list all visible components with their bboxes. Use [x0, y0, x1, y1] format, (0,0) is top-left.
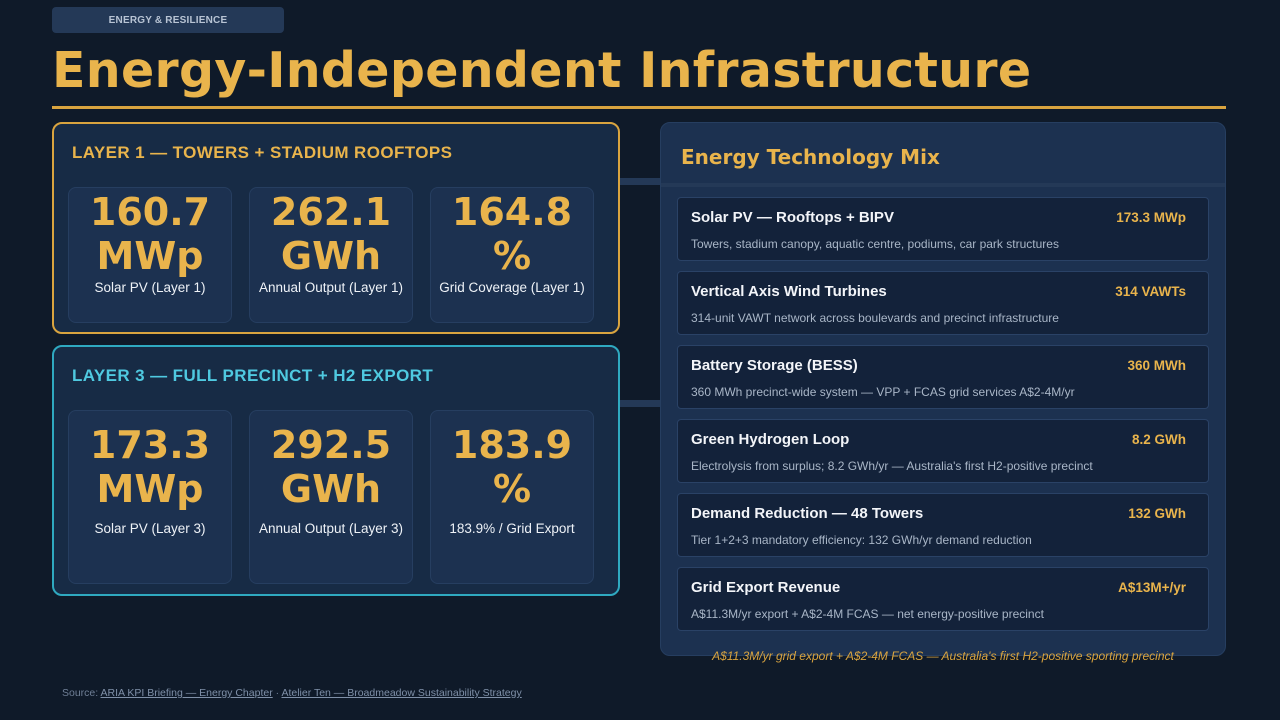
mix-item-value: A$13M+/yr [1118, 580, 1186, 595]
mix-item-value: 132 GWh [1128, 506, 1186, 521]
kpi-value: 164.8 % [451, 190, 573, 278]
kpi-card-coverage-layer1: 164.8 % Grid Coverage (Layer 1) [430, 187, 594, 323]
source-separator: · [275, 687, 280, 699]
source-link-aria[interactable]: ARIA KPI Briefing — Energy Chapter [100, 687, 273, 699]
kpi-value: 292.5 GWh [270, 423, 392, 511]
mix-item-hydrogen: Green Hydrogen Loop 8.2 GWh Electrolysis… [677, 419, 1209, 483]
section-tag: ENERGY & RESILIENCE [52, 7, 284, 33]
mix-item-description: Towers, stadium canopy, aquatic centre, … [691, 237, 1059, 251]
layer3-heading: LAYER 3 — FULL PRECINCT + H2 EXPORT [72, 366, 434, 385]
title-divider [52, 106, 1226, 109]
source-prefix: Source: [62, 687, 99, 699]
kpi-card-solar-layer3: 173.3 MWp Solar PV (Layer 3) [68, 410, 232, 584]
mix-item-name: Demand Reduction — 48 Towers [691, 505, 924, 522]
layer3-kpi-row: 173.3 MWp Solar PV (Layer 3) 292.5 GWh A… [68, 410, 594, 584]
layer1-heading: LAYER 1 — TOWERS + STADIUM ROOFTOPS [72, 143, 453, 162]
source-link-atelier[interactable]: Atelier Ten — Broadmeadow Sustainability… [281, 687, 522, 699]
mix-item-battery: Battery Storage (BESS) 360 MWh 360 MWh p… [677, 345, 1209, 409]
energy-mix-list: Solar PV — Rooftops + BIPV 173.3 MWp Tow… [677, 197, 1209, 641]
energy-mix-panel: Energy Technology Mix Solar PV — Rooftop… [660, 122, 1226, 656]
mix-item-description: 314-unit VAWT network across boulevards … [691, 311, 1059, 325]
layer1-kpi-row: 160.7 MWp Solar PV (Layer 1) 262.1 GWh A… [68, 187, 594, 323]
energy-mix-divider [661, 183, 1225, 187]
mix-item-description: Electrolysis from surplus; 8.2 GWh/yr — … [691, 459, 1093, 473]
kpi-value: 173.3 MWp [89, 423, 211, 511]
kpi-label: Annual Output (Layer 1) [258, 280, 404, 295]
mix-item-description: 360 MWh precinct-wide system — VPP + FCA… [691, 385, 1075, 399]
mix-item-name: Solar PV — Rooftops + BIPV [691, 209, 894, 226]
page-title: Energy-Independent Infrastructure [52, 42, 1032, 99]
kpi-card-solar-layer1: 160.7 MWp Solar PV (Layer 1) [68, 187, 232, 323]
mix-item-description: A$11.3M/yr export + A$2-4M FCAS — net en… [691, 607, 1044, 621]
mix-item-description: Tier 1+2+3 mandatory efficiency: 132 GWh… [691, 533, 1032, 547]
kpi-card-output-layer1: 262.1 GWh Annual Output (Layer 1) [249, 187, 413, 323]
mix-item-name: Grid Export Revenue [691, 579, 841, 596]
kpi-card-output-layer3: 292.5 GWh Annual Output (Layer 3) [249, 410, 413, 584]
mix-item-solar: Solar PV — Rooftops + BIPV 173.3 MWp Tow… [677, 197, 1209, 261]
mix-item-name: Battery Storage (BESS) [691, 357, 858, 374]
mix-item-value: 360 MWh [1127, 358, 1186, 373]
energy-mix-title: Energy Technology Mix [681, 145, 940, 169]
kpi-value: 160.7 MWp [89, 190, 211, 278]
mix-item-value: 8.2 GWh [1131, 432, 1186, 447]
energy-mix-footnote: A$11.3M/yr grid export + A$2-4M FCAS — A… [712, 649, 1174, 663]
kpi-value: 183.9 % [451, 423, 573, 511]
kpi-value: 262.1 GWh [270, 190, 392, 278]
mix-item-wind: Vertical Axis Wind Turbines 314 VAWTs 31… [677, 271, 1209, 335]
mix-item-name: Green Hydrogen Loop [691, 431, 850, 448]
mix-item-export: Grid Export Revenue A$13M+/yr A$11.3M/yr… [677, 567, 1209, 631]
kpi-label: Grid Coverage (Layer 1) [439, 280, 585, 295]
kpi-card-export-layer3: 183.9 % 183.9% / Grid Export [430, 410, 594, 584]
mix-item-value: 314 VAWTs [1115, 284, 1186, 299]
source-line: Source: ARIA KPI Briefing — Energy Chapt… [62, 687, 522, 699]
layer1-panel: LAYER 1 — TOWERS + STADIUM ROOFTOPS 160.… [52, 122, 620, 334]
mix-item-value: 173.3 MWp [1116, 210, 1186, 225]
kpi-label: Solar PV (Layer 3) [94, 521, 206, 536]
kpi-label: 183.9% / Grid Export [449, 521, 575, 536]
kpi-label: Solar PV (Layer 1) [94, 280, 206, 295]
layer3-panel: LAYER 3 — FULL PRECINCT + H2 EXPORT 173.… [52, 345, 620, 596]
mix-item-demand: Demand Reduction — 48 Towers 132 GWh Tie… [677, 493, 1209, 557]
mix-item-name: Vertical Axis Wind Turbines [691, 283, 887, 300]
kpi-label: Annual Output (Layer 3) [258, 521, 404, 536]
